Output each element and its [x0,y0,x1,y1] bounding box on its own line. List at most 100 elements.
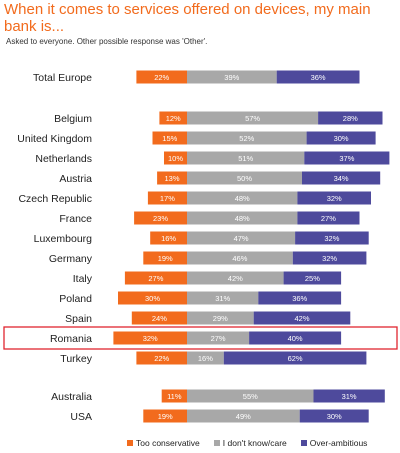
data-label-over-ambitious-total-europe: 36% [311,73,326,82]
data-label-over-ambitious-italy: 25% [305,274,320,283]
data-label-too-conservative-usa: 19% [158,412,173,421]
bar-over-ambitious-united-kingdom [306,131,376,145]
bar-over-ambitious-poland [258,291,342,305]
category-label-luxembourg: Luxembourg [34,233,93,245]
bar-over-ambitious-usa [299,409,369,423]
data-label-dont-know-belgium: 57% [245,114,260,123]
data-label-dont-know-czech-republic: 48% [235,194,250,203]
data-label-over-ambitious-turkey: 62% [288,354,303,363]
bar-too-conservative-italy [124,271,187,285]
category-label-netherlands: Netherlands [35,153,92,165]
data-label-over-ambitious-poland: 36% [292,294,307,303]
category-label-poland: Poland [59,293,92,305]
legend-label-over-ambitious: Over-ambitious [309,438,368,448]
bar-dont-know-netherlands [187,151,305,165]
bar-over-ambitious-luxembourg [295,231,369,245]
bar-dont-know-united-kingdom [187,131,307,145]
data-label-dont-know-poland: 31% [215,294,230,303]
bar-row-united-kingdom: United Kingdom 15% 52% 30% [17,131,376,145]
bar-dont-know-turkey [187,351,224,365]
bar-dont-know-germany [187,251,293,265]
data-label-dont-know-turkey: 16% [198,354,213,363]
data-label-too-conservative-turkey: 22% [154,354,169,363]
bar-too-conservative-turkey [136,351,187,365]
data-label-dont-know-total-europe: 39% [224,73,239,82]
bar-row-luxembourg: Luxembourg 16% 47% 32% [34,231,369,245]
bar-dont-know-belgium [187,111,319,125]
data-label-over-ambitious-united-kingdom: 30% [334,134,349,143]
bar-too-conservative-total-europe [136,70,187,84]
bar-over-ambitious-czech-republic [297,191,371,205]
bar-over-ambitious-netherlands [304,151,390,165]
data-label-too-conservative-france: 23% [153,214,168,223]
bar-too-conservative-france [134,211,187,225]
bar-row-czech-republic: Czech Republic 17% 48% 32% [18,191,371,205]
bar-too-conservative-romania [113,331,187,345]
bar-over-ambitious-austria [302,171,381,185]
category-label-italy: Italy [73,273,93,285]
data-label-dont-know-usa: 49% [236,412,251,421]
bar-dont-know-romania [187,331,250,345]
data-label-too-conservative-united-kingdom: 15% [162,134,177,143]
bar-row-germany: Germany 19% 46% 32% [49,251,367,265]
legend-item-dont-know: I don't know/care [213,438,287,448]
legend-swatch-over-ambitious [300,440,307,446]
category-label-australia: Australia [51,391,92,403]
bar-too-conservative-luxembourg [150,231,187,245]
data-label-too-conservative-luxembourg: 16% [161,234,176,243]
data-label-dont-know-luxembourg: 47% [234,234,249,243]
data-label-too-conservative-spain: 24% [152,314,167,323]
bar-row-total-europe: Total Europe 22% 39% 36% [33,70,360,84]
category-label-total-europe: Total Europe [33,72,92,84]
bar-dont-know-poland [187,291,259,305]
bar-over-ambitious-romania [249,331,342,345]
data-label-dont-know-germany: 46% [232,254,247,263]
data-label-over-ambitious-belgium: 28% [343,114,358,123]
data-label-dont-know-romania: 27% [211,334,226,343]
category-label-united-kingdom: United Kingdom [17,133,92,145]
legend-swatch-dont-know [213,440,220,446]
legend-item-too-conservative: Too conservative [127,438,200,448]
category-label-spain: Spain [65,313,92,325]
bar-over-ambitious-turkey [223,351,367,365]
bar-row-italy: Italy 27% 42% 25% [73,271,342,285]
bar-over-ambitious-total-europe [276,70,360,84]
bar-dont-know-australia [187,389,314,403]
data-label-too-conservative-netherlands: 10% [168,154,183,163]
bar-row-romania: Romania 32% 27% 40% [3,326,398,350]
data-label-over-ambitious-austria: 34% [334,174,349,183]
bar-dont-know-austria [187,171,302,185]
category-label-usa: USA [70,411,92,423]
data-label-too-conservative-poland: 30% [145,294,160,303]
bar-over-ambitious-belgium [318,111,383,125]
data-label-over-ambitious-czech-republic: 32% [327,194,342,203]
data-label-dont-know-austria: 50% [237,174,252,183]
data-label-dont-know-france: 48% [235,214,250,223]
bar-too-conservative-netherlands [164,151,187,165]
data-label-over-ambitious-romania: 40% [288,334,303,343]
data-label-dont-know-netherlands: 51% [238,154,253,163]
category-label-germany: Germany [49,253,93,265]
legend-label-too-conservative: Too conservative [136,438,200,448]
data-label-too-conservative-italy: 27% [148,274,163,283]
bar-row-poland: Poland 30% 31% 36% [59,291,342,305]
bar-dont-know-luxembourg [187,231,296,245]
data-label-dont-know-australia: 55% [243,392,258,401]
bar-dont-know-total-europe [187,70,277,84]
highlight-box [3,326,398,350]
bar-row-belgium: Belgium 12% 57% 28% [54,111,383,125]
data-label-over-ambitious-spain: 42% [294,314,309,323]
bar-too-conservative-poland [118,291,187,305]
bar-dont-know-france [187,211,298,225]
bar-row-austria: Austria 13% 50% 34% [59,171,381,185]
bar-over-ambitious-australia [313,389,385,403]
bar-row-spain: Spain 24% 29% 42% [65,311,351,325]
data-label-too-conservative-austria: 13% [164,174,179,183]
bar-row-usa: USA 19% 49% 30% [70,409,369,423]
bar-row-france: France 23% 48% 27% [59,211,360,225]
category-label-turkey: Turkey [60,353,92,365]
bar-too-conservative-united-kingdom [152,131,187,145]
bar-over-ambitious-france [297,211,360,225]
bar-too-conservative-germany [143,251,187,265]
